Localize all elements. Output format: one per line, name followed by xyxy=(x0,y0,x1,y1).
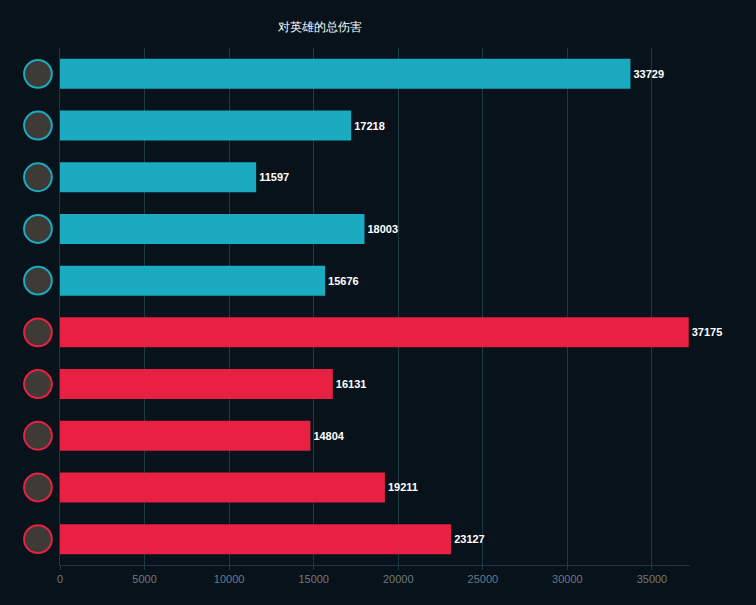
svg-text:33729: 33729 xyxy=(633,68,664,80)
svg-text:5000: 5000 xyxy=(132,573,156,585)
svg-text:19211: 19211 xyxy=(388,481,418,493)
svg-text:15000: 15000 xyxy=(298,573,329,585)
svg-text:对英雄的总伤害: 对英雄的总伤害 xyxy=(278,20,362,34)
svg-text:37175: 37175 xyxy=(692,326,723,338)
svg-text:0: 0 xyxy=(57,573,63,585)
svg-text:18003: 18003 xyxy=(367,223,398,235)
svg-text:20000: 20000 xyxy=(383,573,414,585)
svg-text:35000: 35000 xyxy=(637,573,668,585)
svg-text:25000: 25000 xyxy=(468,573,499,585)
svg-text:14804: 14804 xyxy=(313,430,344,442)
svg-text:11597: 11597 xyxy=(259,171,289,183)
svg-text:15676: 15676 xyxy=(328,275,359,287)
svg-text:23127: 23127 xyxy=(454,533,485,545)
svg-text:30000: 30000 xyxy=(552,573,583,585)
svg-text:17218: 17218 xyxy=(354,120,385,132)
svg-text:10000: 10000 xyxy=(214,573,245,585)
svg-text:16131: 16131 xyxy=(336,378,367,390)
